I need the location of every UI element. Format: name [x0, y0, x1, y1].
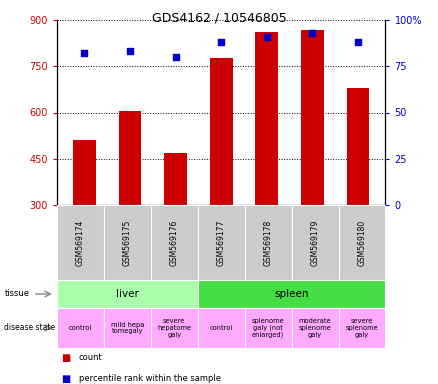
Text: tissue: tissue [4, 290, 29, 298]
Text: splenome
galy (not
enlarged): splenome galy (not enlarged) [252, 318, 285, 339]
Bar [73, 140, 96, 205]
Bar [255, 32, 278, 205]
Text: GDS4162 / 10546805: GDS4162 / 10546805 [152, 12, 286, 25]
Text: ■: ■ [61, 374, 71, 384]
Text: control: control [69, 325, 92, 331]
Text: GSM569179: GSM569179 [311, 219, 320, 266]
Text: severe
splenome
galy: severe splenome galy [346, 318, 378, 338]
Point [127, 48, 134, 55]
Bar [164, 152, 187, 205]
Point [263, 33, 270, 40]
Text: count: count [79, 353, 102, 362]
Text: GSM569175: GSM569175 [123, 219, 132, 266]
Bar [301, 30, 324, 205]
Text: ■: ■ [61, 353, 71, 362]
Bar [346, 88, 370, 205]
Text: GSM569176: GSM569176 [170, 219, 179, 266]
Text: mild hepa
tomegaly: mild hepa tomegaly [111, 321, 144, 334]
Bar [119, 111, 141, 205]
Text: control: control [209, 325, 233, 331]
Text: severe
hepatome
galy: severe hepatome galy [157, 318, 191, 338]
Text: GSM569180: GSM569180 [357, 219, 367, 266]
Text: percentile rank within the sample: percentile rank within the sample [79, 374, 221, 383]
Point [81, 50, 88, 56]
Point [172, 54, 179, 60]
Point [218, 39, 225, 45]
Text: GSM569178: GSM569178 [264, 219, 272, 266]
Bar [210, 58, 233, 205]
Text: spleen: spleen [274, 289, 309, 299]
Text: GSM569177: GSM569177 [217, 219, 226, 266]
Point [355, 39, 362, 45]
Text: liver: liver [116, 289, 139, 299]
Point [309, 30, 316, 36]
Text: GSM569174: GSM569174 [76, 219, 85, 266]
Text: disease state: disease state [4, 323, 56, 333]
Text: moderate
splenome
galy: moderate splenome galy [299, 318, 332, 338]
